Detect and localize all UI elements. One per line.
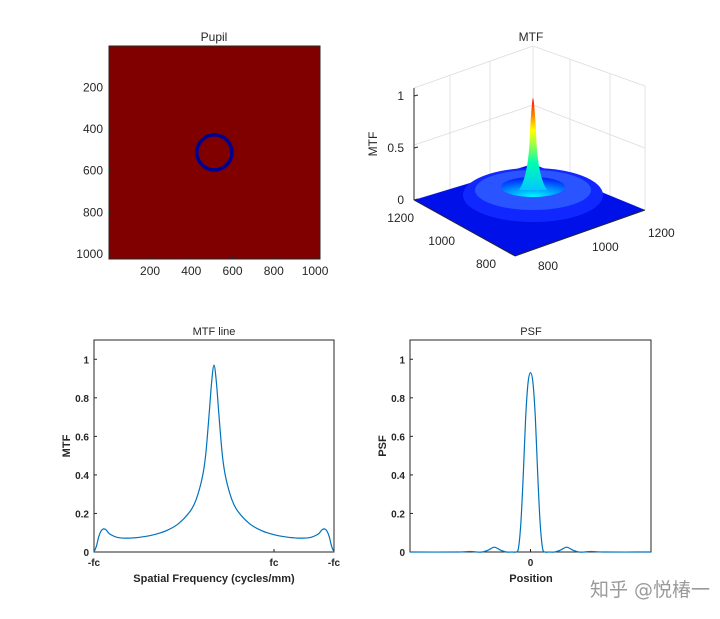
pupil-y-tick-label: 800 xyxy=(83,205,103,219)
pupil-x-tick-label: 400 xyxy=(181,264,201,278)
mtf-x-tick-label: 800 xyxy=(538,259,558,273)
psf-subplot: PSF 0 0.2 0.4 0.6 0.8 1 0 PSF Position xyxy=(377,326,652,585)
mtf-line-title: MTF line xyxy=(193,326,236,338)
psf-title: PSF xyxy=(520,326,542,338)
psf-x-tick-label: 0 xyxy=(528,558,534,569)
mtf-surface xyxy=(414,98,645,256)
psf-x-label: Position xyxy=(509,573,553,585)
mtf-line-y-tick-label: 0.4 xyxy=(75,471,89,482)
mtf-x-axis xyxy=(514,209,646,257)
mtf-surface-title: MTF xyxy=(519,30,544,44)
mtf-line-y-tick-label: 0.6 xyxy=(75,432,89,443)
mtf-line-series xyxy=(93,364,335,553)
psf-y-tick-label: 0 xyxy=(399,548,405,559)
psf-y-tick-label: 1 xyxy=(399,355,405,366)
mtf-surface-peak xyxy=(519,98,547,190)
pupil-x-tick-label: 1000 xyxy=(302,264,329,278)
psf-y-label: PSF xyxy=(377,435,389,457)
pupil-title: Pupil xyxy=(201,30,228,44)
psf-axes-box xyxy=(409,339,652,553)
psf-y-tick-label: 0.8 xyxy=(391,394,405,405)
mtf-y-axis xyxy=(413,199,516,257)
mtf-z-ticks: 00.51 xyxy=(387,89,419,207)
psf-series xyxy=(409,372,652,553)
psf-y-tick-label: 0.4 xyxy=(391,471,405,482)
mtf-z-tick-label: 0 xyxy=(397,193,404,207)
pupil-x-ticks: 200 400 600 800 1000 xyxy=(140,256,329,278)
pupil-y-tick-label: 400 xyxy=(83,122,103,136)
psf-y-tick-label: 0.2 xyxy=(391,509,405,520)
mtf-x-tick-label: 1000 xyxy=(592,240,619,254)
mtf-line-y-ticks: 0 0.2 0.4 0.6 0.8 1 xyxy=(75,355,97,559)
pupil-y-tick-label: 600 xyxy=(83,164,103,178)
mtf-y-ticks: 1200 1000 800 xyxy=(387,211,496,271)
mtf-line-x-tick-label: fc xyxy=(270,558,279,569)
mtf-y-tick-label: 1000 xyxy=(428,234,455,248)
mtf-x-tick-label: 1200 xyxy=(648,226,675,240)
mtf-line-axes-box xyxy=(93,339,335,553)
psf-x-ticks: 0 xyxy=(528,549,534,569)
pupil-x-tick-label: 200 xyxy=(140,264,160,278)
mtf-x-ticks: 800 1000 1200 xyxy=(538,226,675,273)
pupil-subplot: Pupil 200 400 600 800 1000 200 400 600 800 1000 xyxy=(76,30,328,278)
pupil-y-tick-label: 200 xyxy=(83,80,103,94)
pupil-y-ticks: 200 400 600 800 1000 xyxy=(76,80,112,261)
mtf-line-x-tick-label: -fc xyxy=(88,558,101,569)
watermark-text: 知乎 @悦椿一 xyxy=(590,579,710,601)
mtf-z-tick-mark xyxy=(413,94,419,97)
mtf-line-x-tick-label: -fc xyxy=(328,558,341,569)
mtf-line-x-label: Spatial Frequency (cycles/mm) xyxy=(133,573,295,585)
mtf-z-tick-mark xyxy=(413,198,419,201)
mtf-y-tick-label: 1200 xyxy=(387,211,414,225)
mtf-line-y-tick-label: 0 xyxy=(83,548,89,559)
pupil-x-tick-label: 600 xyxy=(223,264,243,278)
pupil-y-tick-label: 1000 xyxy=(76,247,103,261)
mtf-line-y-tick-label: 0.8 xyxy=(75,394,89,405)
mtf-z-tick-mark xyxy=(413,146,419,149)
mtf-y-tick-label: 800 xyxy=(476,257,496,271)
pupil-image xyxy=(108,45,321,260)
pupil-x-tick-label: 800 xyxy=(264,264,284,278)
mtf-z-tick-label: 0.5 xyxy=(387,141,404,155)
mtf-line-y-tick-label: 1 xyxy=(83,355,89,366)
pupil-ring xyxy=(195,133,234,172)
mtf-line-y-label: MTF xyxy=(61,434,73,457)
mtf-line-y-tick-label: 0.2 xyxy=(75,509,89,520)
mtf-z-label: MTF xyxy=(366,132,380,157)
psf-y-tick-label: 0.6 xyxy=(391,432,405,443)
mtf-z-tick-label: 1 xyxy=(397,89,404,103)
mtf-line-subplot: MTF line 0 0.2 0.4 0.6 0.8 1 -fc fc -fc MTF Spa… xyxy=(61,326,341,585)
